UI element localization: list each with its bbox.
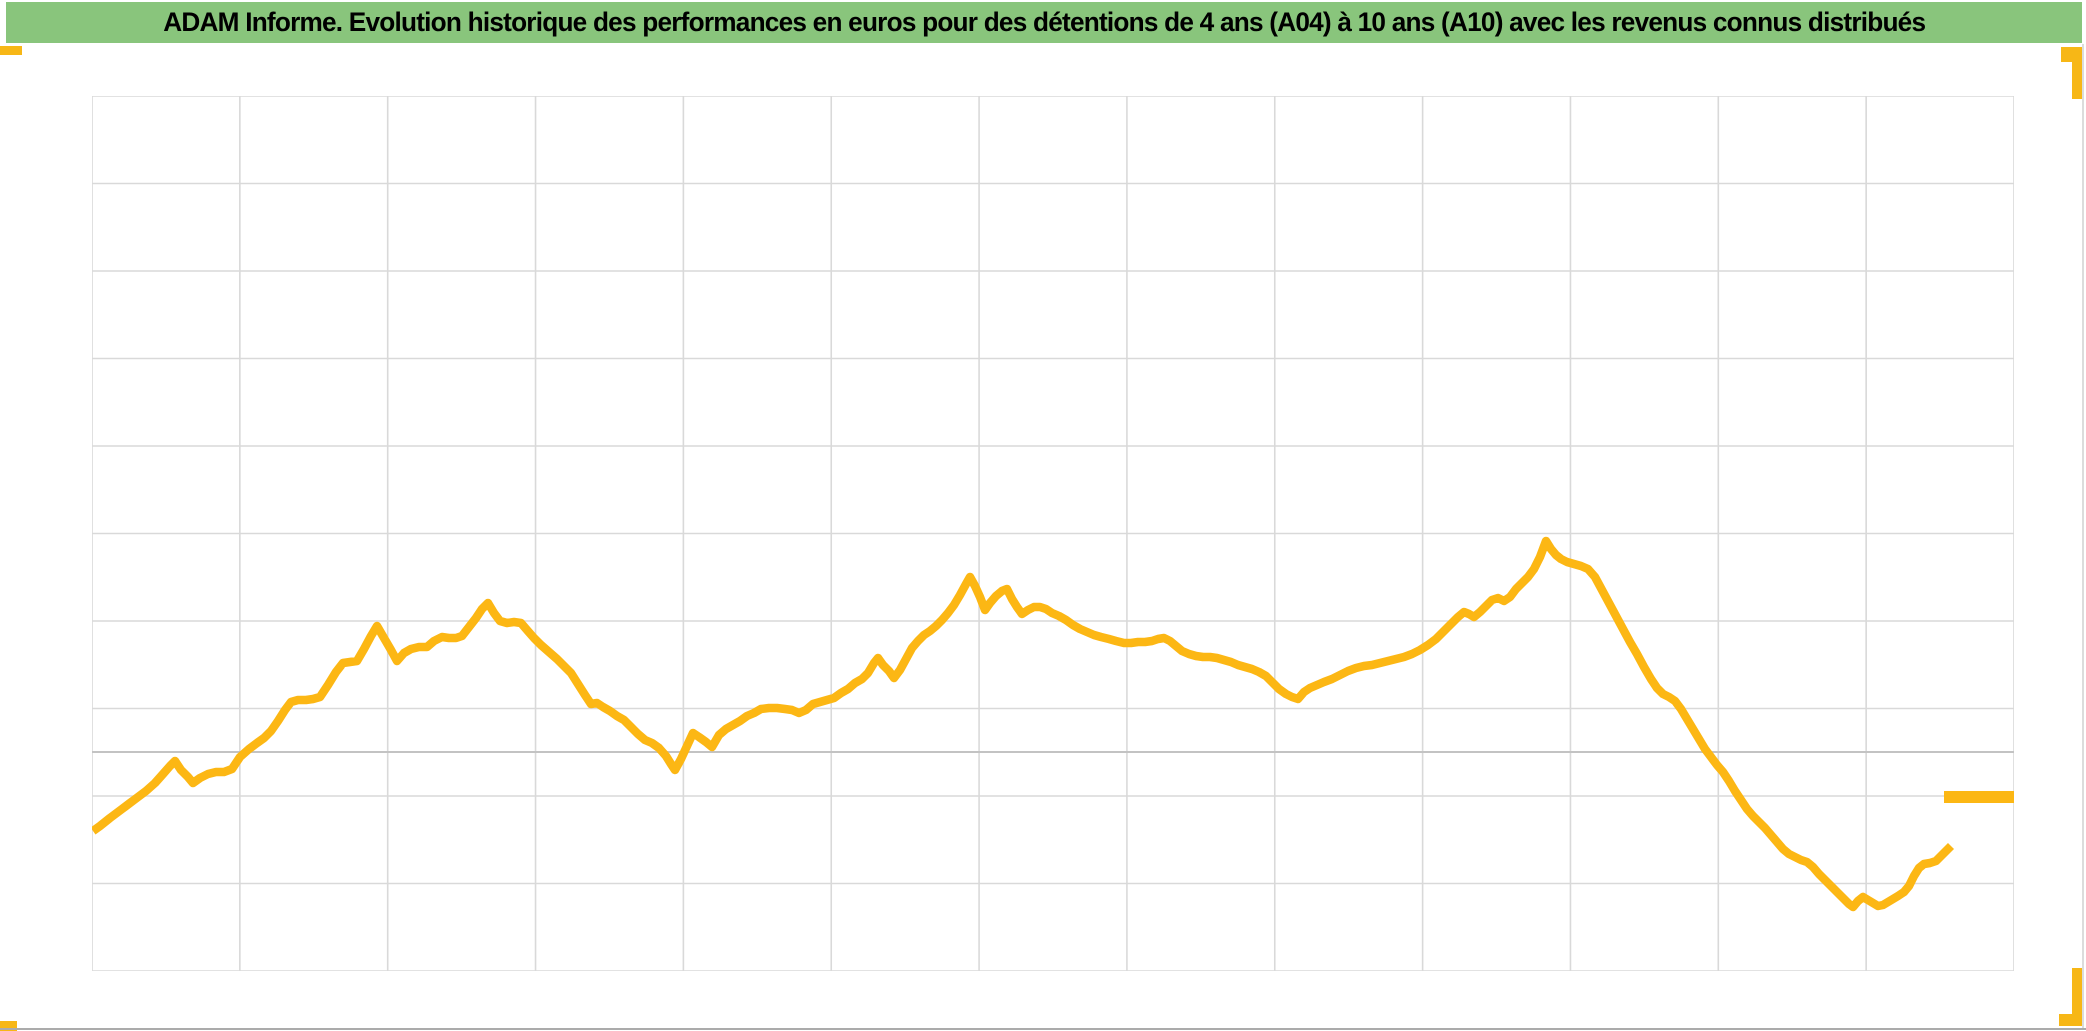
chart-svg [92, 96, 2014, 971]
page-title: ADAM Informe. Evolution historique des p… [162, 7, 1926, 37]
corner-accent-top-right-v [2072, 47, 2083, 99]
performance-evolution-line [92, 536, 1955, 912]
corner-accent-bottom-left [0, 1021, 17, 1031]
corner-accent-bottom-right-v [2072, 968, 2083, 1024]
slide-right-edge-line [2082, 44, 2084, 1028]
slide-bottom-edge-line [0, 1028, 2086, 1030]
corner-accent-bottom-right-h [2059, 1014, 2083, 1026]
header-bar: ADAM Informe. Evolution historique des p… [6, 2, 2082, 43]
corner-accent-top-left [0, 46, 22, 55]
chart-area [92, 96, 2014, 971]
